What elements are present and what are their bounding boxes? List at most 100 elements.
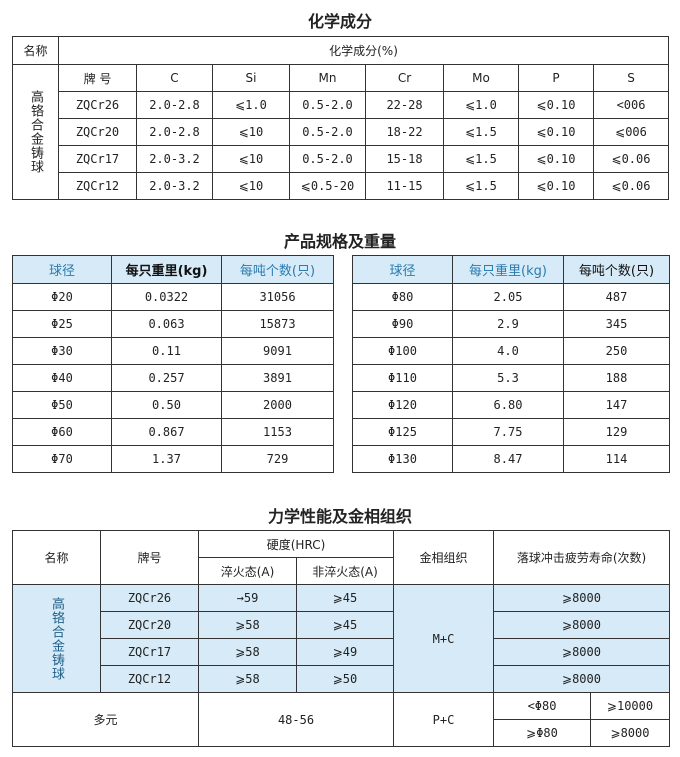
cell: ⩽0.10 bbox=[518, 118, 594, 146]
cell: 0.257 bbox=[111, 364, 222, 392]
cell: ⩽006 bbox=[592, 118, 670, 146]
h-hard: 硬度(HRC) bbox=[197, 530, 395, 558]
cell: 7.75 bbox=[452, 418, 564, 446]
quenched-cell: ⩾58 bbox=[198, 638, 297, 666]
column-header: 每只重里(kg) bbox=[452, 255, 564, 284]
cell: 129 bbox=[563, 418, 670, 446]
group-label: 高铬合金铸球 bbox=[28, 90, 43, 174]
table-row: Φ30 0.11 9091 bbox=[12, 337, 334, 365]
name-header: 名称 bbox=[12, 36, 59, 65]
cell: Φ125 bbox=[352, 418, 453, 446]
cell: 18-22 bbox=[365, 118, 444, 146]
multi-micro: P+C bbox=[393, 692, 495, 747]
micro-cell: M+C bbox=[393, 584, 495, 693]
chem-title: 化学成分 bbox=[307, 12, 372, 31]
life-size: ⩾Φ80 bbox=[493, 719, 592, 747]
cell: ⩽0.5-20 bbox=[289, 172, 366, 200]
cell: 0.063 bbox=[111, 310, 222, 338]
cell: 11-15 bbox=[365, 172, 444, 200]
life-cell: ⩾8000 bbox=[493, 584, 671, 612]
cell: 0.5-2.0 bbox=[289, 145, 366, 173]
column-header: 牌 号 bbox=[58, 64, 137, 92]
nonquenched-cell: ⩾49 bbox=[295, 638, 395, 666]
cell: ⩽1.0 bbox=[443, 91, 519, 119]
cell: ZQCr12 bbox=[58, 172, 137, 200]
group-cell: 高铬合金铸球 bbox=[12, 64, 59, 200]
cell: 250 bbox=[563, 337, 670, 365]
chem-table: 名称 化学成分(%) 高铬合金铸球牌 号 C Si Mn Cr Mo P S ZQCr26 2.0… bbox=[12, 36, 670, 200]
cell: ZQCr26 bbox=[58, 91, 137, 119]
nonquenched-cell: ⩾45 bbox=[295, 611, 395, 639]
grade-cell: ZQCr17 bbox=[100, 638, 199, 666]
group-label: 高铬合金铸球 bbox=[49, 596, 64, 681]
cell: 3891 bbox=[221, 364, 334, 392]
mech-table: 名称 牌号 硬度(HRC) 金相组织 落球冲击疲劳寿命(次数) 淬火态(A) 非淬火态(A… bbox=[12, 530, 671, 747]
cell: 4.0 bbox=[452, 337, 564, 365]
life-size: <Φ80 bbox=[493, 692, 592, 720]
table-row: Φ60 0.867 1153 bbox=[12, 418, 334, 446]
cell: ⩽10 bbox=[212, 172, 290, 200]
cell: ⩽10 bbox=[212, 118, 290, 146]
cell: ZQCr20 bbox=[58, 118, 137, 146]
h-nonquenched: 非淬火态(A) bbox=[295, 557, 395, 585]
column-header: Si bbox=[212, 64, 290, 92]
grade-cell: ZQCr12 bbox=[100, 665, 199, 693]
table-row: Φ120 6.80 147 bbox=[352, 391, 670, 419]
cell: Φ40 bbox=[12, 364, 112, 392]
quenched-cell: ⩾58 bbox=[198, 611, 297, 639]
spec-table-right: 球径 每只重里(kg) 每吨个数(只) Φ80 2.05 487 Φ90 2.9 345 Φ100… bbox=[352, 255, 670, 473]
cell: 2.0-3.2 bbox=[136, 172, 213, 200]
comp-header: 化学成分(%) bbox=[57, 36, 670, 65]
nonquenched-cell: ⩾45 bbox=[295, 584, 395, 612]
h-quenched: 淬火态(A) bbox=[198, 557, 297, 585]
life-count: ⩾8000 bbox=[590, 719, 671, 747]
column-header: 每只重里(kg) bbox=[111, 255, 222, 284]
cell: Φ20 bbox=[12, 283, 112, 311]
table-row: Φ80 2.05 487 bbox=[352, 283, 670, 311]
grade-cell: ZQCr20 bbox=[100, 611, 199, 639]
cell: ⩽1.5 bbox=[443, 172, 519, 200]
column-header: Cr bbox=[365, 64, 444, 92]
cell: 2.9 bbox=[452, 310, 564, 338]
spec-title: 产品规格及重量 bbox=[283, 232, 396, 251]
cell: Φ100 bbox=[352, 337, 453, 365]
cell: 1.37 bbox=[111, 445, 222, 473]
column-header: 每吨个数(只) bbox=[563, 255, 670, 284]
cell: 188 bbox=[563, 364, 670, 392]
cell: ⩽0.06 bbox=[592, 145, 670, 173]
cell: 2000 bbox=[221, 391, 334, 419]
column-header: 球径 bbox=[352, 255, 453, 284]
table-row: Φ100 4.0 250 bbox=[352, 337, 670, 365]
grade-cell: ZQCr26 bbox=[100, 584, 199, 612]
table-row: Φ125 7.75 129 bbox=[352, 418, 670, 446]
cell: 1153 bbox=[221, 418, 334, 446]
cell: 114 bbox=[563, 445, 670, 473]
cell: 2.05 bbox=[452, 283, 564, 311]
h-grade: 牌号 bbox=[100, 530, 199, 585]
column-header: Mo bbox=[443, 64, 519, 92]
h-micro: 金相组织 bbox=[393, 530, 495, 585]
table-row: Φ110 5.3 188 bbox=[352, 364, 670, 392]
cell: 2.0-3.2 bbox=[136, 145, 213, 173]
spec-table-left: 球径 每只重里(kg) 每吨个数(只) Φ20 0.0322 31056 Φ25 0.063 1… bbox=[12, 255, 334, 473]
cell: Φ70 bbox=[12, 445, 112, 473]
cell: ⩽0.06 bbox=[592, 172, 670, 200]
column-header: 球径 bbox=[12, 255, 112, 284]
cell: 2.0-2.8 bbox=[136, 91, 213, 119]
cell: 0.5-2.0 bbox=[289, 91, 366, 119]
cell: Φ90 bbox=[352, 310, 453, 338]
cell: Φ25 bbox=[12, 310, 112, 338]
table-row: ZQCr12 ⩾58 ⩾50 ⩾8000 bbox=[12, 665, 671, 693]
cell: Φ60 bbox=[12, 418, 112, 446]
column-header: Mn bbox=[289, 64, 366, 92]
cell: 6.80 bbox=[452, 391, 564, 419]
cell: 5.3 bbox=[452, 364, 564, 392]
quenched-cell: ⩾58 bbox=[198, 665, 297, 693]
cell: <006 bbox=[592, 91, 670, 119]
cell: 487 bbox=[563, 283, 670, 311]
cell: 0.0322 bbox=[111, 283, 222, 311]
life-count: ⩾10000 bbox=[590, 692, 671, 720]
cell: 2.0-2.8 bbox=[136, 118, 213, 146]
cell: ⩽1.5 bbox=[443, 118, 519, 146]
column-header: P bbox=[518, 64, 594, 92]
